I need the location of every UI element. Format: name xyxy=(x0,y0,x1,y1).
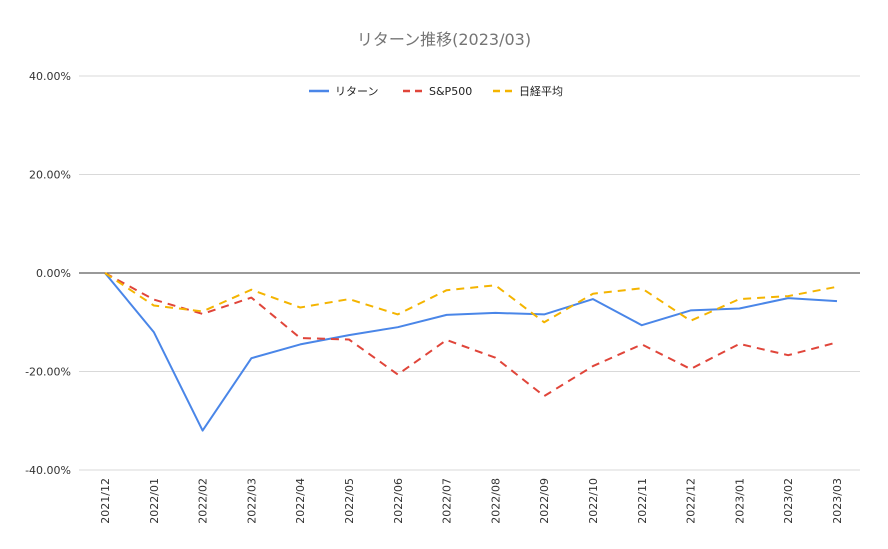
x-tick-label: 2022/08 xyxy=(489,478,502,524)
data-point xyxy=(494,311,497,314)
data-point xyxy=(543,313,546,316)
x-tick-label: 2022/05 xyxy=(343,478,356,524)
x-axis-ticks: 2021/12 2022/01 2022/02 2022/03 2022/04 2022/… xyxy=(99,478,844,524)
data-point xyxy=(592,292,595,295)
data-point xyxy=(299,337,302,340)
series-3 xyxy=(104,272,839,324)
x-tick-label: 2023/03 xyxy=(831,478,844,524)
legend-label: リターン xyxy=(335,85,378,98)
series-2 xyxy=(104,272,839,398)
data-point xyxy=(250,288,253,291)
y-tick-label: -40.00% xyxy=(25,464,71,477)
data-point xyxy=(201,429,204,432)
data-point xyxy=(592,298,595,301)
legend-label: S&P500 xyxy=(429,85,472,98)
data-point xyxy=(250,296,253,299)
x-tick-label: 2022/01 xyxy=(148,478,161,524)
legend: リターン S&P500 日経平均 xyxy=(309,85,563,98)
data-point xyxy=(104,272,107,275)
series-1 xyxy=(104,272,839,432)
x-tick-label: 2022/09 xyxy=(538,478,551,524)
data-point xyxy=(396,313,399,316)
series-line xyxy=(104,272,838,324)
data-point xyxy=(787,295,790,298)
data-point xyxy=(348,338,351,341)
data-point xyxy=(738,307,741,310)
x-tick-label: 2022/06 xyxy=(392,478,405,524)
x-tick-label: 2022/02 xyxy=(197,478,210,524)
data-point xyxy=(299,306,302,309)
x-tick-label: 2022/10 xyxy=(587,478,600,524)
data-point xyxy=(689,368,692,371)
data-point xyxy=(445,313,448,316)
data-point xyxy=(348,298,351,301)
series-layer xyxy=(104,272,839,432)
legend-item: 日経平均 xyxy=(493,85,563,98)
data-point xyxy=(640,343,643,346)
data-point xyxy=(201,310,204,313)
y-tick-label: -20.00% xyxy=(25,366,71,379)
data-point xyxy=(836,341,839,344)
data-point xyxy=(152,298,155,301)
y-tick-label: 20.00% xyxy=(29,169,71,182)
x-tick-label: 2022/07 xyxy=(441,478,454,524)
y-tick-label: 40.00% xyxy=(29,70,71,83)
data-point xyxy=(543,395,546,398)
data-point xyxy=(445,338,448,341)
legend-label: 日経平均 xyxy=(519,85,563,98)
x-tick-label: 2022/03 xyxy=(245,478,258,524)
data-point xyxy=(640,287,643,290)
x-tick-label: 2023/02 xyxy=(782,478,795,524)
data-point xyxy=(348,334,351,337)
data-point xyxy=(396,373,399,376)
legend-item: S&P500 xyxy=(403,85,472,98)
legend-item: リターン xyxy=(309,85,378,98)
data-point xyxy=(494,284,497,287)
data-point xyxy=(738,298,741,301)
y-tick-label: 0.00% xyxy=(36,267,71,280)
data-point xyxy=(152,331,155,334)
data-point xyxy=(396,326,399,329)
data-point xyxy=(250,357,253,360)
data-point xyxy=(836,300,839,303)
data-point xyxy=(787,354,790,357)
data-point xyxy=(592,365,595,368)
grid-layer xyxy=(79,75,860,471)
data-point xyxy=(543,321,546,324)
y-axis-ticks: 40.00% 20.00% 0.00% -20.00% -40.00% xyxy=(25,70,71,477)
x-tick-label: 2021/12 xyxy=(99,478,112,524)
x-tick-label: 2022/11 xyxy=(636,478,649,524)
data-point xyxy=(738,342,741,345)
series-line xyxy=(104,272,838,398)
data-point xyxy=(689,319,692,322)
data-point xyxy=(640,324,643,327)
x-tick-label: 2022/04 xyxy=(294,478,307,524)
data-point xyxy=(445,289,448,292)
x-tick-label: 2023/01 xyxy=(733,478,746,524)
chart-title: リターン推移(2023/03) xyxy=(357,30,531,49)
data-point xyxy=(836,285,839,288)
x-tick-label: 2022/12 xyxy=(685,478,698,524)
data-point xyxy=(299,343,302,346)
data-point xyxy=(152,304,155,307)
data-point xyxy=(494,356,497,359)
data-point xyxy=(689,309,692,312)
series-line xyxy=(104,272,838,432)
